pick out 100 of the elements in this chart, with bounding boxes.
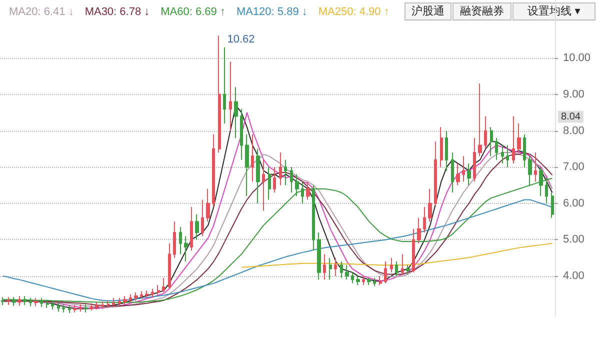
candlestick xyxy=(73,304,77,313)
candlestick xyxy=(495,138,498,160)
candlestick xyxy=(412,228,415,273)
candlestick xyxy=(306,181,310,200)
y-tick-label: 4.00 xyxy=(563,270,584,282)
candlestick xyxy=(34,297,38,307)
y-tick-label: 5.00 xyxy=(563,234,584,246)
candlestick xyxy=(195,214,199,240)
candlestick xyxy=(112,297,115,308)
candlestick xyxy=(168,242,171,290)
candlestick xyxy=(140,290,143,300)
candlestick xyxy=(345,264,349,280)
annotation: 沪股通 xyxy=(412,4,444,18)
candlestick xyxy=(68,304,71,314)
candlestick xyxy=(334,257,337,277)
candlestick xyxy=(445,130,448,172)
candlestick xyxy=(478,83,482,157)
candlestick xyxy=(390,257,393,273)
text: 8.04 xyxy=(561,111,581,122)
candlestick xyxy=(90,302,93,312)
candlestick xyxy=(151,288,154,298)
candlestick xyxy=(384,261,387,284)
candlestick xyxy=(490,126,493,157)
candlestick xyxy=(145,290,149,298)
candlestick xyxy=(223,46,226,124)
text: MA30: 6.78 ↓ xyxy=(84,6,150,18)
candlestick xyxy=(201,199,204,237)
candlestick xyxy=(79,304,82,312)
candlestick xyxy=(506,144,509,168)
candlestick xyxy=(218,35,221,154)
candlestick xyxy=(467,162,471,186)
candlestick xyxy=(173,221,176,258)
candlestick xyxy=(301,181,304,204)
candlestick xyxy=(401,254,404,275)
candlestick xyxy=(84,304,88,313)
candlestick xyxy=(251,134,254,182)
y-tick-label: 7.00 xyxy=(563,161,584,174)
candlestick xyxy=(501,144,504,164)
text: MA250: 4.90 ↑ xyxy=(318,6,390,18)
candlestick xyxy=(229,61,232,132)
candlestick xyxy=(206,188,210,222)
candlestick xyxy=(284,159,287,186)
candlestick xyxy=(451,152,454,194)
candlestick xyxy=(62,304,65,313)
candlestick xyxy=(473,138,476,182)
text: MA20: 6.41 ↓ xyxy=(9,6,74,18)
text: MA120: 5.89 ↓ xyxy=(236,6,308,18)
candlestick xyxy=(279,152,282,186)
candlestick xyxy=(456,162,460,186)
candlestick xyxy=(290,166,293,194)
candlestick xyxy=(262,159,265,212)
candlestick xyxy=(406,264,410,275)
candlestick xyxy=(423,206,426,233)
candlestick xyxy=(212,134,215,208)
candlestick xyxy=(417,217,421,244)
candlestick xyxy=(101,300,104,310)
candlestick xyxy=(95,302,99,310)
candlestick xyxy=(273,166,276,194)
candlestick xyxy=(551,192,554,218)
candlestick xyxy=(534,152,537,182)
annotation: 融资融券 xyxy=(460,4,504,18)
candlestick xyxy=(118,297,121,306)
text: MA60: 6.69 ↑ xyxy=(160,6,226,18)
candlestick xyxy=(184,236,188,262)
candlestick xyxy=(323,254,326,280)
candlestick xyxy=(268,166,271,200)
candlestick xyxy=(523,134,526,168)
candlestick xyxy=(340,261,343,278)
candlestick xyxy=(190,206,193,252)
candlestick xyxy=(362,276,365,286)
candlestick xyxy=(234,86,238,139)
candlestick xyxy=(312,184,315,252)
candlestick xyxy=(245,134,249,197)
candlestick xyxy=(329,257,332,280)
annotation: 10.62 xyxy=(227,34,255,46)
candlestick xyxy=(129,294,132,303)
candlestick xyxy=(367,277,371,286)
candlestick xyxy=(395,261,398,277)
y-tick-label: 6.00 xyxy=(563,197,584,210)
candlestick xyxy=(134,292,138,302)
candlestick xyxy=(256,148,260,204)
candlestick xyxy=(517,122,521,154)
candlestick xyxy=(162,277,165,293)
candlestick xyxy=(123,296,127,305)
candlestick xyxy=(107,300,110,309)
candlestick xyxy=(240,108,243,160)
candlestick xyxy=(428,188,432,222)
candlestick xyxy=(157,284,160,296)
candlestick xyxy=(462,156,465,182)
candlestick xyxy=(7,296,10,306)
candlestick xyxy=(379,276,382,286)
y-tick-label: 9.00 xyxy=(563,88,584,100)
line-series xyxy=(240,242,553,268)
candlestick xyxy=(484,116,487,150)
candlestick xyxy=(356,276,360,286)
candlestick xyxy=(440,126,443,168)
candlestick xyxy=(373,277,376,287)
y-tick-label: 10.00 xyxy=(563,52,591,64)
candlestick xyxy=(179,226,182,255)
candlestick xyxy=(434,141,437,208)
